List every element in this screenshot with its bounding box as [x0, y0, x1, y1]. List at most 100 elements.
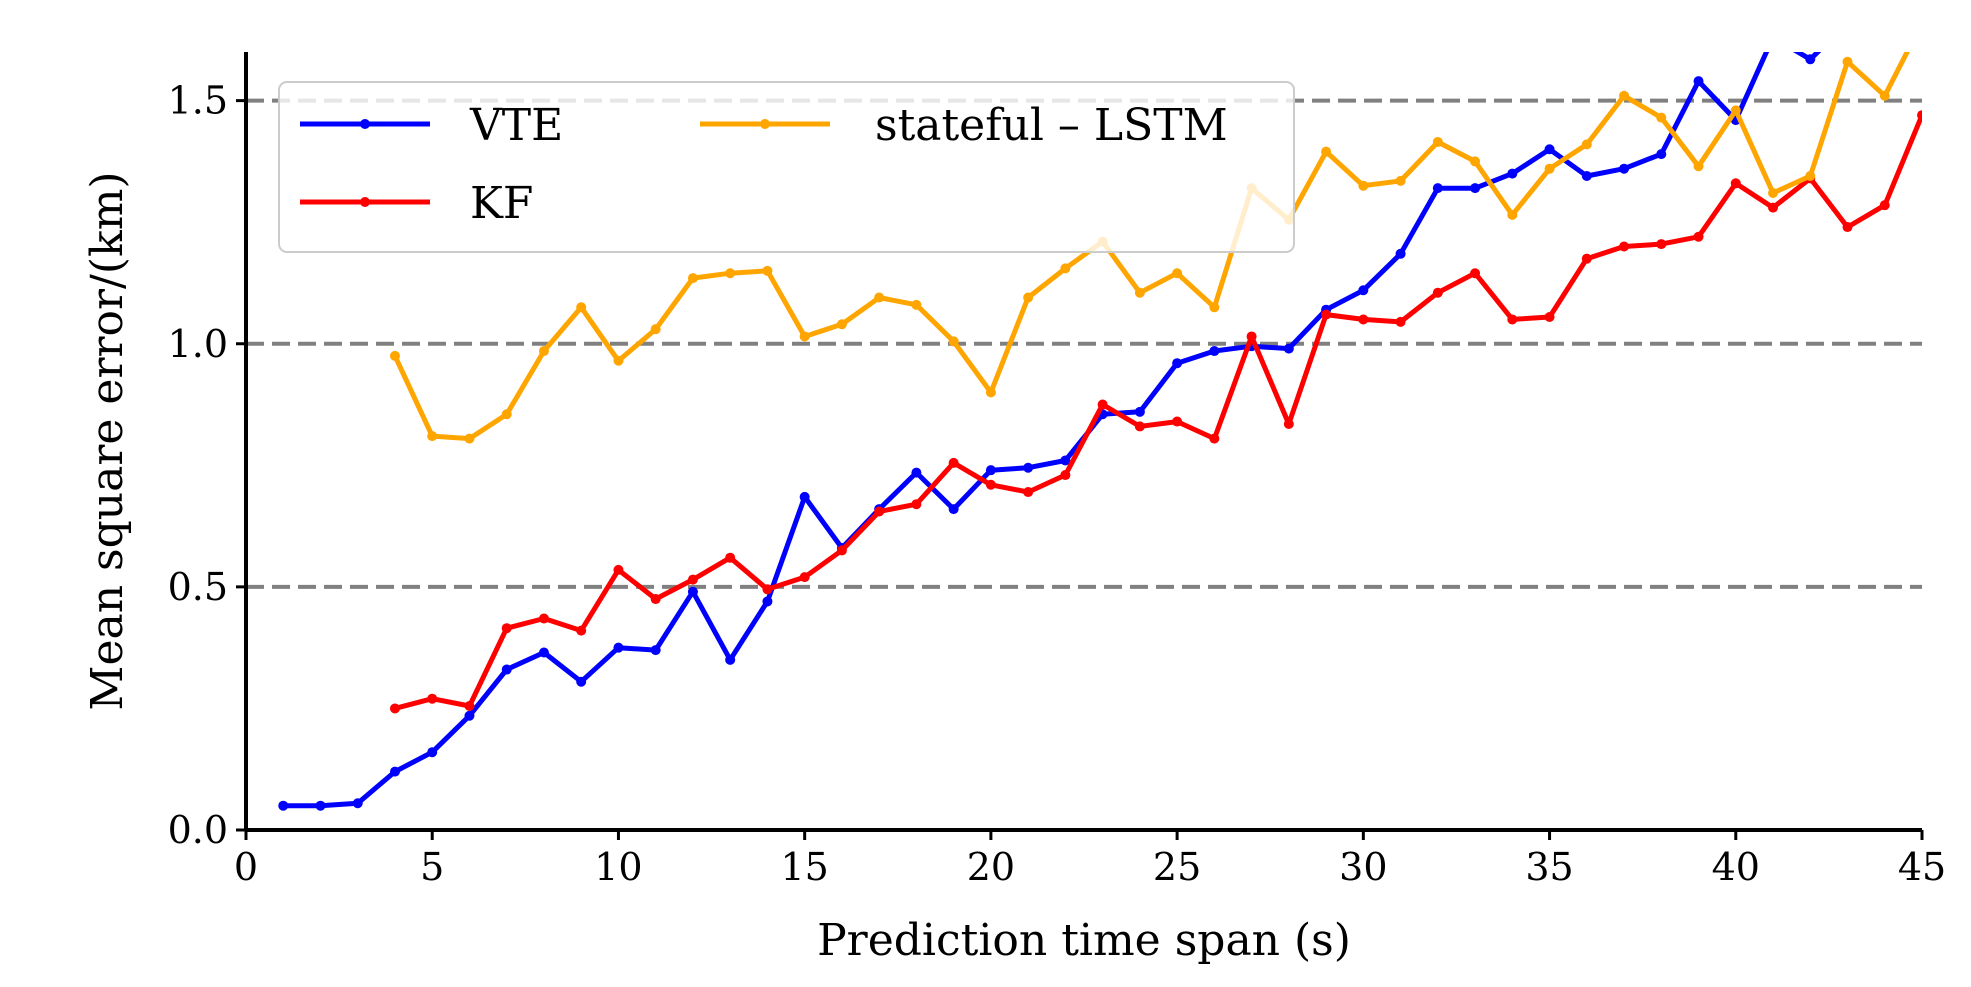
data-point-lstm — [1172, 268, 1183, 279]
data-point-lstm — [1432, 136, 1443, 147]
data-point-lstm — [1842, 56, 1853, 67]
x-tick-label-6: 30 — [1339, 845, 1387, 889]
data-point-lstm — [1209, 302, 1220, 313]
data-point-lstm — [1768, 188, 1779, 199]
data-point-vte — [911, 467, 922, 478]
data-point-kf — [427, 693, 438, 704]
data-point-lstm — [613, 355, 624, 366]
data-point-lstm — [1656, 112, 1667, 123]
data-point-vte — [948, 504, 959, 515]
x-tick-label-1: 5 — [420, 845, 444, 889]
data-point-kf — [1656, 239, 1667, 250]
data-point-vte — [464, 710, 475, 721]
data-point-vte — [687, 586, 698, 597]
data-point-lstm — [1917, 18, 1927, 28]
data-point-vte — [1581, 170, 1592, 181]
data-point-lstm — [1321, 146, 1332, 157]
legend-label-vte: VTE — [469, 100, 563, 151]
data-point-kf — [389, 703, 400, 714]
data-point-lstm — [1619, 90, 1630, 101]
data-point-lstm — [501, 409, 512, 420]
y-tick-label-3: 1.5 — [168, 79, 228, 123]
data-point-vte — [1060, 455, 1071, 466]
legend-frame — [278, 81, 1295, 253]
legend-label-lstm: stateful – LSTM — [875, 100, 1228, 151]
y-tick-label-0: 0.0 — [168, 808, 228, 852]
data-point-lstm — [1023, 292, 1034, 303]
data-point-lstm — [836, 319, 847, 330]
data-point-lstm — [464, 433, 475, 444]
data-point-lstm — [985, 387, 996, 398]
data-point-lstm — [1395, 175, 1406, 186]
data-point-lstm — [1134, 287, 1145, 298]
series-vte — [278, 32, 1822, 811]
data-point-kf — [1395, 316, 1406, 327]
data-point-kf — [985, 479, 996, 490]
data-point-vte — [278, 800, 289, 811]
data-point-vte — [1470, 183, 1481, 194]
data-point-vte — [1023, 462, 1034, 473]
legend-marker-vte — [360, 119, 370, 129]
data-point-vte — [1544, 144, 1555, 155]
data-point-vte — [762, 596, 773, 607]
data-point-vte — [1768, 32, 1778, 42]
data-point-kf — [501, 623, 512, 634]
data-point-lstm — [1805, 170, 1816, 181]
data-point-lstm — [911, 299, 922, 310]
data-point-kf — [650, 594, 661, 605]
data-point-vte — [650, 645, 661, 656]
data-point-kf — [576, 625, 587, 636]
legend-label-kf: KF — [470, 178, 533, 229]
data-point-lstm — [650, 324, 661, 335]
data-point-lstm — [1358, 180, 1369, 191]
data-point-vte — [1432, 183, 1443, 194]
data-point-lstm — [1581, 139, 1592, 150]
data-point-kf — [1470, 268, 1481, 279]
data-point-kf — [911, 499, 922, 510]
data-point-kf — [1917, 110, 1922, 121]
legend: VTE KF stateful – LSTM — [278, 81, 1295, 253]
x-tick-label-5: 25 — [1153, 845, 1201, 889]
data-point-kf — [464, 701, 475, 712]
data-point-vte — [1507, 168, 1518, 179]
data-point-kf — [1209, 433, 1220, 444]
data-point-vte — [1693, 76, 1704, 87]
data-point-kf — [538, 613, 549, 624]
data-point-vte — [1619, 163, 1630, 174]
y-tick-label-1: 0.5 — [168, 565, 228, 609]
data-point-kf — [1842, 222, 1853, 233]
data-point-kf — [725, 552, 736, 563]
data-point-lstm — [427, 431, 438, 442]
x-tick-label-2: 10 — [594, 845, 642, 889]
data-point-lstm — [1060, 263, 1071, 274]
data-point-kf — [1321, 309, 1332, 320]
data-point-kf — [1283, 418, 1294, 429]
data-point-vte — [576, 676, 587, 687]
data-point-lstm — [687, 273, 698, 284]
data-point-lstm — [1730, 105, 1741, 116]
axes — [244, 52, 1922, 832]
data-point-vte — [1805, 54, 1816, 65]
data-point-vte — [501, 664, 512, 675]
data-point-kf — [1730, 178, 1741, 189]
series-group — [278, 18, 1927, 811]
data-point-vte — [613, 642, 624, 653]
data-point-vte — [1395, 248, 1406, 259]
y-axis-title: Mean square error/(km) — [82, 171, 133, 710]
data-point-vte — [1134, 406, 1145, 417]
data-point-lstm — [1507, 209, 1518, 220]
x-tick-label-8: 40 — [1712, 845, 1760, 889]
data-point-vte — [352, 798, 363, 809]
data-point-kf — [1581, 253, 1592, 264]
data-point-kf — [836, 545, 847, 556]
data-point-kf — [1544, 312, 1555, 323]
data-point-lstm — [1879, 90, 1890, 101]
data-point-kf — [874, 506, 885, 517]
x-tick-label-9: 45 — [1898, 845, 1946, 889]
data-point-vte — [315, 800, 326, 811]
x-axis-title: Prediction time span (s) — [817, 915, 1351, 966]
data-point-lstm — [1470, 156, 1481, 167]
data-point-kf — [1358, 314, 1369, 325]
data-point-kf — [1060, 470, 1071, 481]
data-point-vte — [1358, 285, 1369, 296]
